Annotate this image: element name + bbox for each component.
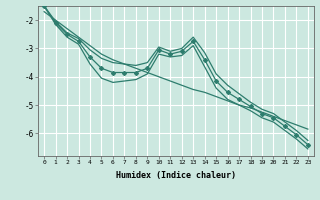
X-axis label: Humidex (Indice chaleur): Humidex (Indice chaleur)	[116, 171, 236, 180]
